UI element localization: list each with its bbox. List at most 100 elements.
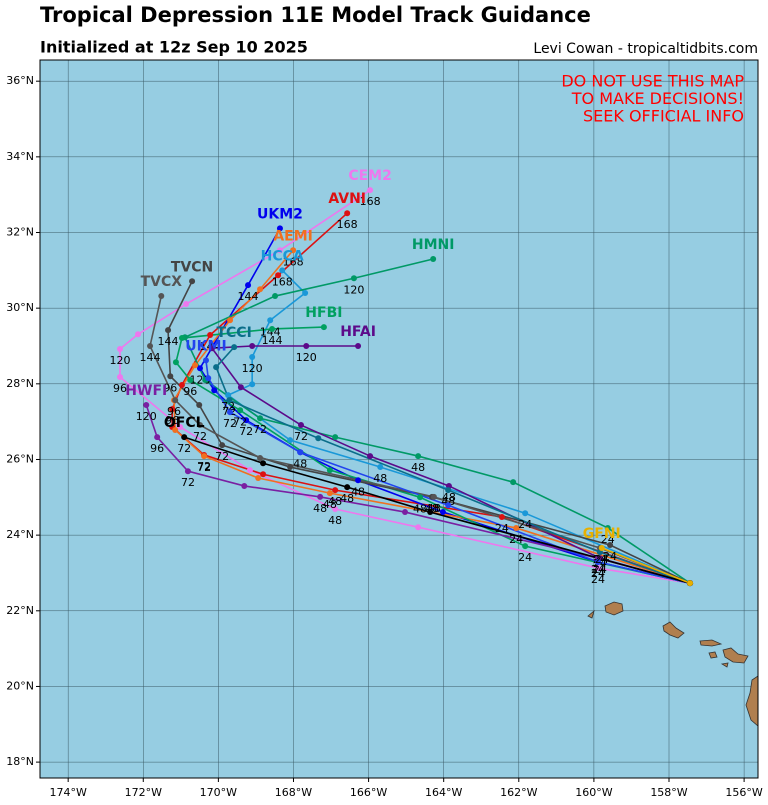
y-tick-label: 36°N (6, 74, 34, 87)
track-point (522, 543, 529, 550)
track-point (439, 509, 446, 516)
track-point (687, 580, 694, 587)
y-tick-label: 18°N (6, 755, 34, 768)
model-name: TVCX (141, 274, 183, 290)
track-point (595, 558, 602, 565)
model-name: AVNI (328, 191, 366, 207)
track-point (172, 397, 179, 404)
track-point (607, 541, 614, 548)
track-point (279, 267, 286, 274)
track-point (167, 373, 174, 380)
track-point (213, 364, 220, 371)
island (604, 601, 624, 616)
track-point (344, 484, 351, 491)
track-point (177, 423, 184, 430)
x-tick-label: 168°W (275, 786, 312, 799)
hour-label: 120 (189, 373, 210, 386)
y-tick-label: 24°N (6, 528, 34, 541)
x-tick-label: 174°W (49, 786, 86, 799)
track-point (178, 335, 185, 342)
hour-label: 24 (591, 563, 605, 576)
track-point (355, 342, 362, 349)
model-name: AEMI (273, 228, 313, 244)
plot-area (40, 60, 758, 778)
hour-label: 96 (165, 414, 179, 427)
model-name: GFNI (583, 526, 621, 542)
track-line (149, 295, 691, 584)
track-point (604, 524, 611, 531)
track-point (326, 490, 333, 497)
warning-line: TO MAKE DECISIONS! (571, 89, 744, 108)
track-point (290, 247, 297, 254)
hour-label: 24 (595, 553, 609, 566)
model-name: TVCN (171, 259, 213, 275)
plot-frame (39, 59, 759, 779)
hour-label: 144 (158, 335, 179, 348)
track-point (275, 272, 282, 279)
hour-label: 24 (593, 563, 607, 576)
track-point (237, 384, 244, 391)
track-point (243, 417, 250, 424)
track-point (272, 293, 279, 300)
track-point (367, 453, 374, 460)
hour-label: 144 (140, 351, 161, 364)
track-point (172, 359, 179, 366)
hour-label: 48 (351, 485, 365, 498)
x-tick-label: 160°W (575, 786, 612, 799)
y-tick-label: 20°N (6, 679, 34, 692)
track-point (498, 513, 505, 520)
hour-label: 48 (328, 514, 342, 527)
x-tick-label: 172°W (125, 786, 162, 799)
hour-label: 168 (337, 218, 358, 231)
track-point (154, 434, 161, 441)
track-point (147, 342, 154, 349)
track-point (332, 487, 339, 494)
hour-label: 24 (495, 522, 509, 535)
x-tick-label: 158°W (650, 786, 687, 799)
hour-label: 24 (591, 573, 605, 586)
hour-label: 168 (272, 275, 293, 288)
track-point (208, 345, 215, 352)
hour-label: 24 (591, 567, 605, 580)
y-tick-label: 22°N (6, 604, 34, 617)
track-point (513, 524, 520, 531)
track-point (245, 282, 252, 289)
hour-label: 72 (215, 450, 229, 463)
track-point (196, 402, 203, 409)
track-point (257, 454, 264, 461)
hour-label: 72 (197, 460, 211, 473)
model-name: HMNI (412, 237, 455, 253)
island (587, 609, 595, 619)
hour-label: 96 (113, 382, 127, 395)
track-point (246, 467, 253, 474)
track-point (287, 437, 294, 444)
track-point (402, 509, 409, 516)
track-point (287, 464, 294, 471)
track-point (260, 471, 267, 478)
hour-label: 72 (233, 415, 247, 428)
track-point (595, 565, 602, 572)
hour-label: 72 (294, 430, 308, 443)
track-point (196, 422, 203, 429)
track-point (196, 365, 203, 372)
hour-label: 24 (509, 533, 523, 546)
track-point (116, 346, 123, 353)
track-line (119, 189, 691, 584)
track-point (297, 449, 304, 456)
track-point (172, 426, 179, 433)
track-point (367, 187, 374, 194)
hour-label: 120 (296, 351, 317, 364)
model-name: CEM2 (348, 168, 392, 184)
track-point (227, 317, 234, 324)
track-point (225, 392, 232, 399)
hour-label: 24 (591, 567, 605, 580)
chart-title: Tropical Depression 11E Model Track Guid… (40, 3, 591, 27)
track-point (184, 468, 191, 475)
island (722, 647, 749, 664)
track-point (231, 344, 238, 351)
track-point (326, 467, 333, 474)
track-point (260, 460, 267, 467)
hour-label: 48 (411, 461, 425, 474)
track-point (315, 435, 322, 442)
hour-label: 72 (177, 442, 191, 455)
